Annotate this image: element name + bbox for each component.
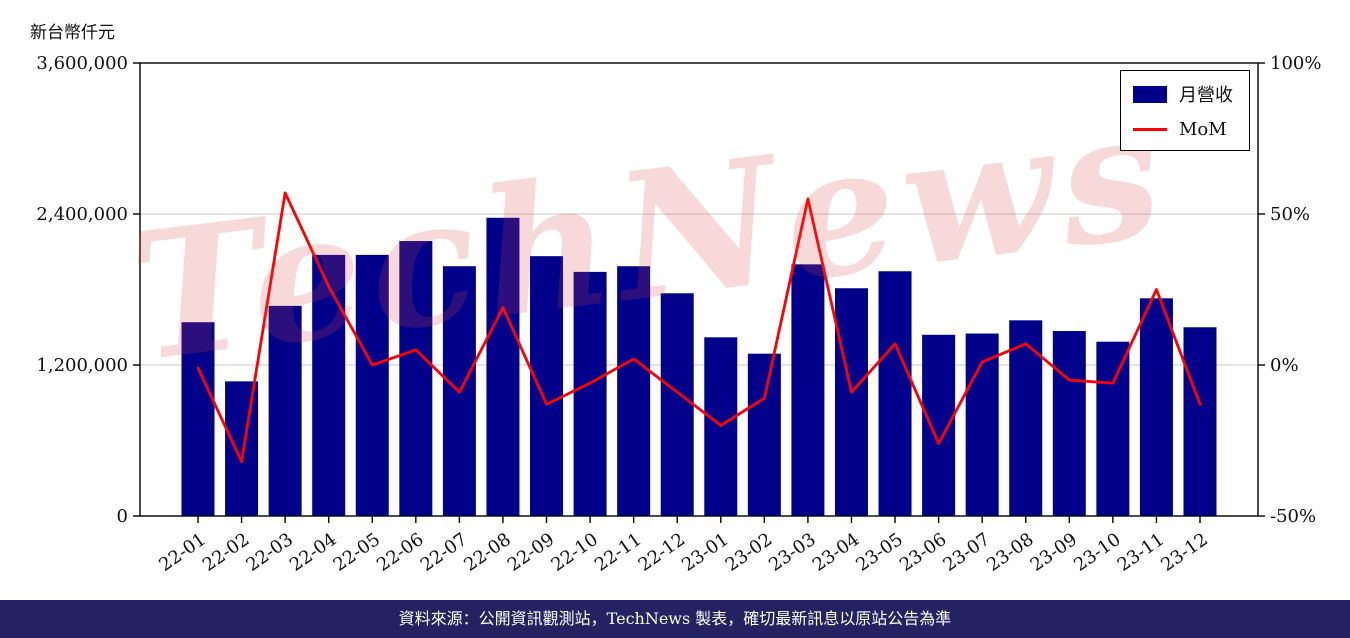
svg-text:22-08: 22-08 <box>460 529 515 576</box>
mom-line <box>196 191 1202 464</box>
svg-text:23-03: 23-03 <box>765 529 820 576</box>
revenue-bar <box>617 266 651 516</box>
source-footer: 資料來源：公開資訊觀測站，TechNews 製表，確切最新訊息以原站公告為準 <box>0 600 1350 638</box>
revenue-bar <box>181 322 215 516</box>
svg-text:23-04: 23-04 <box>809 529 864 576</box>
revenue-bar <box>573 271 607 516</box>
svg-text:22-01: 22-01 <box>155 529 210 576</box>
svg-text:23-02: 23-02 <box>722 529 777 576</box>
chart-legend: 月營收 MoM <box>1120 70 1250 151</box>
revenue-bar <box>922 334 956 516</box>
svg-text:23-07: 23-07 <box>939 529 994 576</box>
revenue-bar <box>878 271 912 516</box>
svg-text:22-03: 22-03 <box>242 529 297 576</box>
svg-text:22-10: 22-10 <box>547 529 602 576</box>
revenue-mom-chart: 0 1,200,000 2,400,000 3,600,000 -50% 0% 50% 100… <box>36 53 1321 576</box>
svg-text:23-12: 23-12 <box>1157 529 1212 576</box>
revenue-bar <box>660 293 694 516</box>
legend-mom-label: MoM <box>1179 119 1227 140</box>
revenue-bar <box>1183 327 1217 516</box>
revenue-bar-swatch-icon <box>1133 85 1167 103</box>
revenue-bar <box>834 288 868 516</box>
svg-text:22-05: 22-05 <box>330 529 385 576</box>
svg-text:23-11: 23-11 <box>1114 529 1169 576</box>
svg-text:23-01: 23-01 <box>678 529 733 576</box>
revenue-bar <box>530 256 564 516</box>
svg-text:23-06: 23-06 <box>896 529 951 576</box>
svg-text:100%: 100% <box>1270 53 1321 74</box>
revenue-bar <box>312 254 346 517</box>
svg-text:22-02: 22-02 <box>199 529 254 576</box>
revenue-bar <box>225 381 259 516</box>
revenue-bar <box>486 217 520 516</box>
svg-text:0: 0 <box>117 506 128 527</box>
y-axis-unit-label: 新台幣仟元 <box>30 23 115 43</box>
revenue-bar <box>355 254 389 517</box>
revenue-bar <box>268 305 302 516</box>
legend-revenue-label: 月營收 <box>1179 85 1233 106</box>
svg-text:23-09: 23-09 <box>1027 529 1082 576</box>
legend-item-revenue: 月營收 <box>1133 81 1233 107</box>
svg-text:22-12: 22-12 <box>635 529 690 576</box>
revenue-bar <box>1139 298 1173 516</box>
revenue-bar <box>747 353 781 516</box>
revenue-bar <box>1096 341 1130 516</box>
svg-text:22-06: 22-06 <box>373 529 428 576</box>
svg-text:23-08: 23-08 <box>983 529 1038 576</box>
mom-line-swatch-icon <box>1133 128 1167 131</box>
svg-text:22-07: 22-07 <box>417 529 472 576</box>
svg-text:2,400,000: 2,400,000 <box>36 204 128 225</box>
revenue-bar <box>1052 331 1086 516</box>
svg-text:23-10: 23-10 <box>1070 529 1125 576</box>
svg-text:1,200,000: 1,200,000 <box>36 355 128 376</box>
svg-text:23-05: 23-05 <box>852 529 907 576</box>
svg-text:3,600,000: 3,600,000 <box>36 53 128 74</box>
legend-item-mom: MoM <box>1133 119 1233 140</box>
svg-text:50%: 50% <box>1270 204 1310 225</box>
revenue-bar <box>399 241 433 516</box>
revenue-bar <box>791 264 825 516</box>
svg-text:22-04: 22-04 <box>286 529 341 576</box>
svg-text:22-11: 22-11 <box>591 529 646 576</box>
svg-text:22-09: 22-09 <box>504 529 559 576</box>
svg-text:0%: 0% <box>1270 355 1299 376</box>
svg-text:-50%: -50% <box>1270 506 1316 527</box>
